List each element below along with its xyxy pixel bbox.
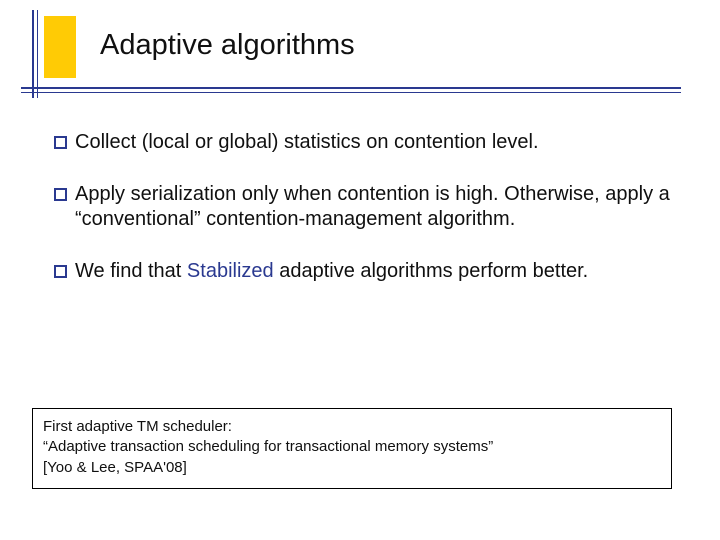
reference-line: “Adaptive transaction scheduling for tra… xyxy=(43,437,661,457)
rule-vertical-thick xyxy=(32,10,34,98)
reference-line: First adaptive TM scheduler: xyxy=(43,417,661,437)
bullet-text-pre: Collect (local or global) statistics on … xyxy=(75,131,539,153)
bullet-square-icon xyxy=(54,188,67,201)
slide: Adaptive algorithms Collect (local or gl… xyxy=(0,0,720,540)
slide-title: Adaptive algorithms xyxy=(100,29,355,62)
slide-body: Collect (local or global) statistics on … xyxy=(54,130,690,310)
bullet-text-pre: Apply serialization only when contention… xyxy=(75,183,670,231)
bullet-text: We find that Stabilized adaptive algorit… xyxy=(75,259,690,285)
reference-line: [Yoo & Lee, SPAA'08] xyxy=(43,458,661,478)
accent-square xyxy=(44,16,76,78)
bullet-item: We find that Stabilized adaptive algorit… xyxy=(54,259,690,285)
bullet-item: Apply serialization only when contention… xyxy=(54,182,690,233)
rule-vertical-thin xyxy=(37,10,38,98)
bullet-square-icon xyxy=(54,265,67,278)
bullet-square-icon xyxy=(54,136,67,149)
bullet-item: Collect (local or global) statistics on … xyxy=(54,130,690,156)
bullet-text-pre: We find that xyxy=(75,260,187,282)
bullet-text: Apply serialization only when contention… xyxy=(75,182,690,233)
bullet-text: Collect (local or global) statistics on … xyxy=(75,130,690,156)
rule-horizontal-thin xyxy=(21,92,681,93)
reference-box: First adaptive TM scheduler: “Adaptive t… xyxy=(32,408,672,489)
rule-horizontal-thick xyxy=(21,87,681,89)
bullet-text-emph: Stabilized xyxy=(187,260,274,282)
bullet-text-post: adaptive algorithms perform better. xyxy=(274,260,589,282)
